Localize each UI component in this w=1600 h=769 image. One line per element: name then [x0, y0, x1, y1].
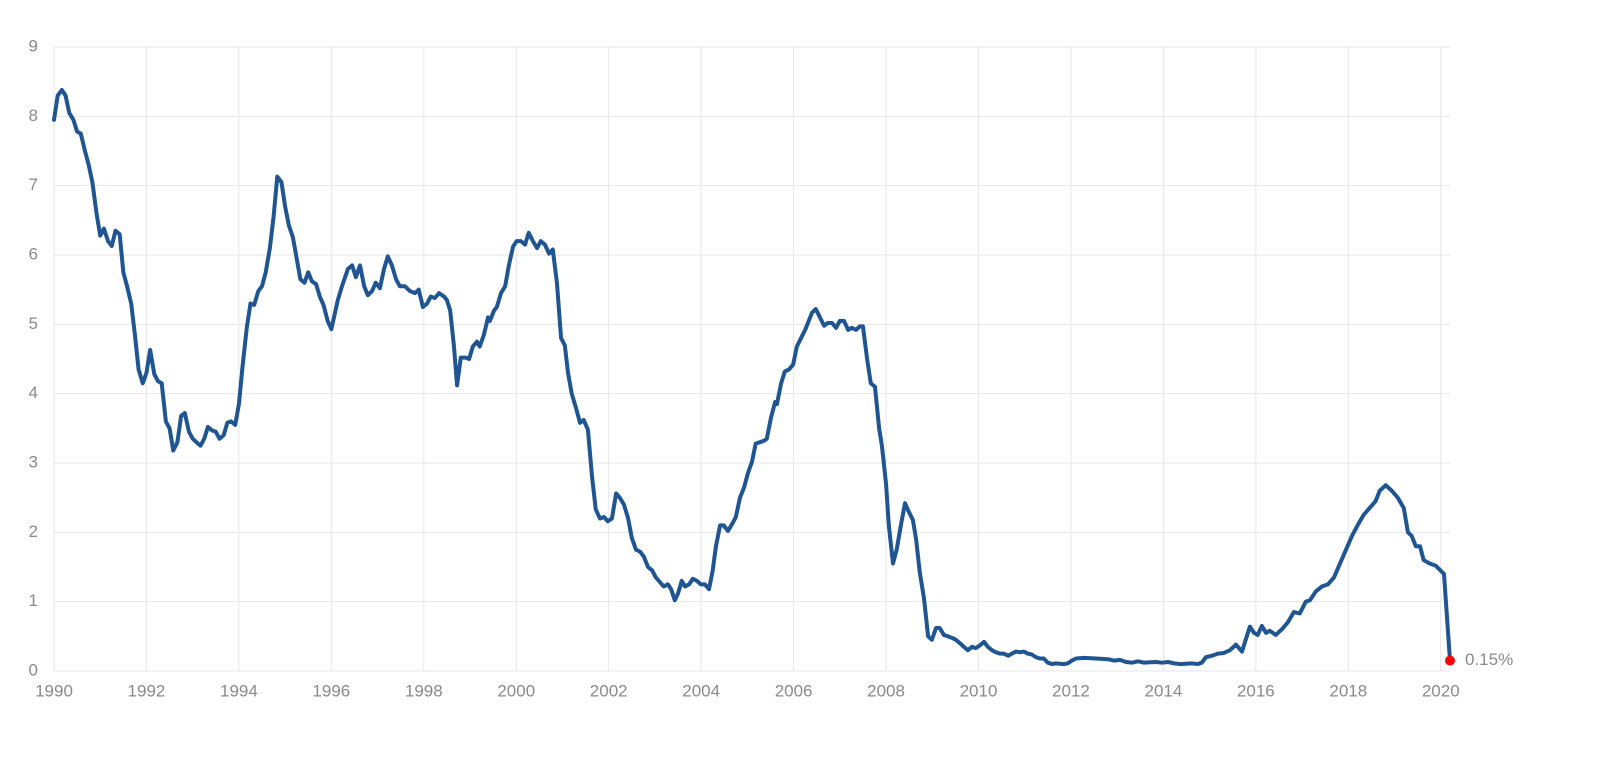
x-tick-label: 2004 [682, 681, 720, 700]
x-tick-label: 2002 [590, 681, 628, 700]
y-tick-label: 9 [29, 36, 38, 55]
x-tick-label: 2010 [960, 681, 998, 700]
x-tick-label: 2016 [1237, 681, 1275, 700]
y-tick-label: 6 [29, 244, 38, 263]
x-tick-label: 2006 [775, 681, 813, 700]
y-tick-label: 7 [29, 175, 38, 194]
y-tick-label: 1 [29, 591, 38, 610]
x-tick-label: 2012 [1052, 681, 1090, 700]
y-tick-label: 8 [29, 106, 38, 125]
end-annotation: 0.15% [1465, 650, 1513, 669]
x-tick-label: 1992 [128, 681, 166, 700]
data-line [52, 87, 1452, 667]
y-tick-label: 5 [29, 314, 38, 333]
y-tick-label: 0 [29, 660, 38, 679]
x-tick-label: 2020 [1422, 681, 1460, 700]
x-tick-label: 1998 [405, 681, 443, 700]
plot-area [52, 87, 1455, 667]
x-tick-label: 1994 [220, 681, 258, 700]
x-tick-label: 2000 [497, 681, 535, 700]
grid [53, 46, 1450, 672]
x-tick-label: 2008 [867, 681, 905, 700]
last-point-marker [1445, 655, 1455, 666]
x-tick-label: 1996 [312, 681, 350, 700]
y-tick-label: 4 [29, 383, 38, 402]
x-tick-label: 1990 [35, 681, 73, 700]
x-tick-label: 2014 [1144, 681, 1182, 700]
y-tick-label: 2 [29, 522, 38, 541]
y-tick-label: 3 [29, 452, 38, 471]
x-tick-label: 2018 [1329, 681, 1367, 700]
